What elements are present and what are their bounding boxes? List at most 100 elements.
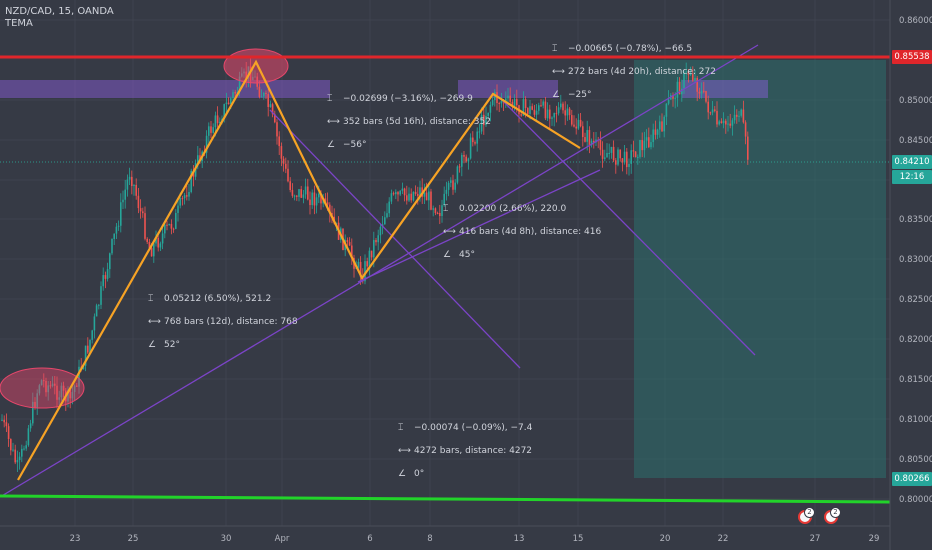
candle-body — [683, 72, 685, 89]
price-tick-label: 0.86000 — [899, 16, 932, 26]
candle-body — [705, 91, 707, 102]
candle-body — [280, 146, 283, 159]
candle-body — [282, 158, 285, 164]
candle-body — [467, 158, 470, 162]
candle-body — [137, 195, 140, 209]
candle-body — [608, 152, 610, 154]
angle-icon: ∠ — [552, 90, 560, 100]
candle-body — [89, 339, 91, 353]
candle-body — [148, 241, 151, 249]
candle-body — [278, 136, 280, 147]
measure-text: −25° — [568, 90, 592, 100]
candle-body — [210, 126, 212, 133]
candle-body — [219, 121, 221, 124]
candle-body — [91, 330, 93, 340]
candle-body — [648, 137, 650, 148]
candle-body — [588, 130, 591, 146]
height-icon: ⌶ — [552, 44, 557, 54]
time-tick-label: 22 — [718, 534, 729, 544]
candle-body — [32, 401, 34, 424]
candle-body — [727, 123, 729, 125]
measure-label-leg4: ⌶ −0.00665 (−0.78%), −66.5 ⟷ 272 bars (4d 2… — [552, 44, 716, 100]
candle-body — [271, 104, 274, 114]
candle-body — [212, 127, 214, 133]
measure-text: 352 bars (5d 16h), distance: 352 — [343, 117, 491, 127]
candle-body — [725, 120, 727, 125]
candle-body — [304, 186, 307, 195]
time-tick-label: 20 — [660, 534, 671, 544]
candle-body — [736, 114, 738, 117]
candle-body — [582, 126, 584, 138]
candle-body — [274, 113, 276, 123]
trendline-descending-1[interactable] — [269, 109, 521, 369]
symbol-title[interactable]: NZD/CAD, 15, OANDA — [5, 6, 114, 17]
candle-body — [505, 98, 507, 103]
candle-body — [674, 97, 676, 99]
measure-text: 0° — [414, 469, 424, 479]
candle-body — [604, 157, 606, 159]
candle-body — [153, 243, 155, 257]
candle-body — [417, 193, 419, 196]
candle-body — [439, 212, 441, 217]
candle-body — [269, 104, 272, 107]
time-tick-label: 30 — [221, 534, 232, 544]
trendline-descending-2[interactable] — [499, 97, 756, 356]
swing-legs[interactable] — [17, 59, 581, 481]
candle-body — [408, 193, 410, 201]
time-tick-label: 27 — [810, 534, 821, 544]
candle-body — [546, 109, 549, 119]
candle-body — [346, 240, 349, 243]
trendline-connector[interactable] — [357, 169, 601, 283]
candle-body — [351, 245, 353, 258]
candle-body — [238, 76, 241, 92]
candle-body — [166, 224, 168, 226]
candle-body — [128, 176, 131, 180]
candle-body — [71, 392, 74, 399]
economic-event-icon[interactable]: 2 — [798, 507, 815, 524]
candle-body — [399, 190, 401, 195]
candle-body — [507, 95, 509, 99]
candle-body — [709, 112, 712, 114]
candle-body — [183, 195, 186, 199]
price-tick-label: 0.80000 — [899, 495, 932, 505]
candle-body — [296, 195, 298, 197]
trendline-channel-lower[interactable] — [0, 44, 759, 498]
candle-body — [447, 182, 450, 190]
candle-body — [696, 77, 698, 92]
candle-body — [205, 135, 208, 153]
economic-event-icon[interactable]: 2 — [824, 507, 841, 524]
candle-body — [549, 109, 551, 119]
price-axis[interactable]: 0.860000.850000.845000.840000.835000.830… — [889, 0, 932, 550]
candle-body — [313, 192, 316, 206]
candle-body — [452, 180, 454, 190]
candle-body — [714, 109, 716, 111]
width-icon: ⟷ — [148, 317, 161, 327]
width-icon: ⟷ — [327, 117, 340, 127]
candle-body — [586, 130, 588, 142]
candle-body — [122, 199, 124, 203]
candle-body — [480, 114, 483, 132]
time-axis[interactable]: 23 25 30 Apr 6 8 13 15 20 22 27 29 — [0, 525, 890, 544]
candle-body — [25, 445, 27, 449]
candle-body — [461, 154, 463, 167]
candle-body — [95, 305, 98, 317]
support-line[interactable] — [0, 494, 891, 504]
countdown-tag: 12:16 — [892, 170, 932, 184]
candle-body — [76, 385, 78, 387]
candle-body — [412, 191, 415, 201]
candle-body — [267, 94, 269, 107]
candle-body — [139, 208, 142, 212]
candle-body — [634, 151, 637, 158]
candle-body — [500, 100, 503, 104]
candle-body — [531, 106, 533, 110]
candle-body — [298, 189, 300, 197]
candle-body — [234, 92, 236, 94]
indicator-label[interactable]: TEMA — [5, 18, 33, 29]
candle-body — [612, 146, 615, 161]
measure-text: 0.02200 (2.66%), 220.0 — [459, 204, 566, 214]
candle-body — [619, 149, 621, 159]
candle-body — [289, 181, 291, 191]
angle-icon: ∠ — [148, 340, 156, 350]
candle-body — [113, 233, 115, 239]
